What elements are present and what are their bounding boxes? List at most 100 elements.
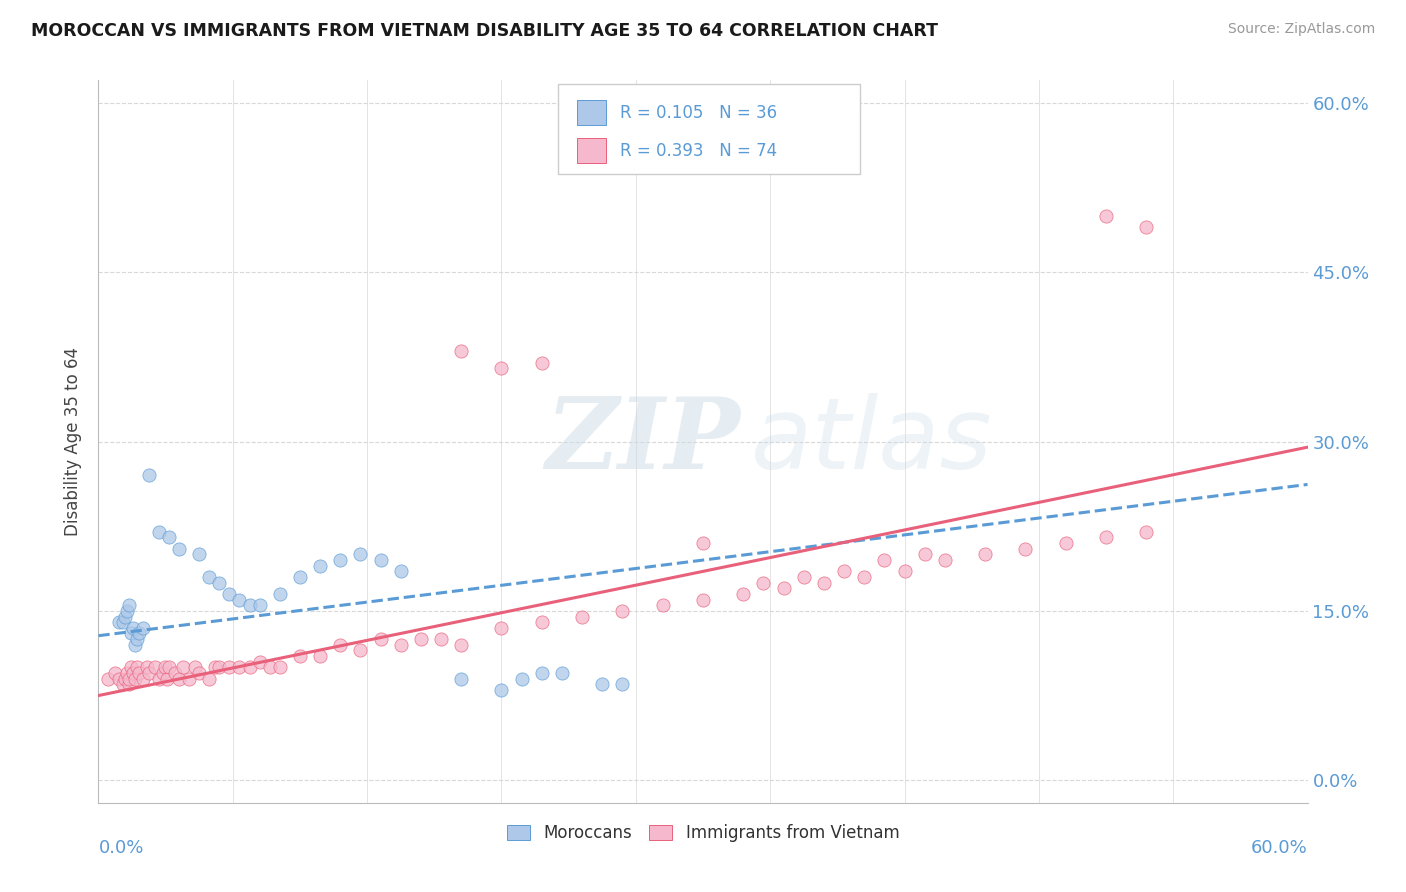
Point bbox=[132, 672, 155, 686]
Point bbox=[228, 592, 250, 607]
Point bbox=[752, 575, 775, 590]
Point bbox=[409, 632, 432, 646]
Point bbox=[893, 565, 915, 579]
Point bbox=[218, 587, 240, 601]
Point bbox=[115, 604, 138, 618]
Point bbox=[772, 582, 794, 596]
Point bbox=[163, 665, 186, 680]
Point bbox=[228, 660, 250, 674]
Point bbox=[329, 553, 352, 567]
Point bbox=[124, 638, 146, 652]
FancyBboxPatch shape bbox=[578, 138, 606, 163]
Point bbox=[733, 587, 755, 601]
Point bbox=[172, 660, 194, 674]
Point bbox=[259, 660, 281, 674]
Point bbox=[612, 604, 634, 618]
Point bbox=[118, 599, 141, 613]
Point bbox=[1095, 209, 1118, 223]
Point bbox=[114, 672, 136, 686]
Point bbox=[143, 660, 166, 674]
Point bbox=[813, 575, 835, 590]
Point bbox=[1095, 531, 1118, 545]
Text: Source: ZipAtlas.com: Source: ZipAtlas.com bbox=[1227, 22, 1375, 37]
Point bbox=[239, 599, 262, 613]
Point bbox=[157, 660, 180, 674]
Point bbox=[349, 548, 371, 562]
Point bbox=[167, 672, 190, 686]
Point bbox=[934, 553, 956, 567]
Point bbox=[111, 615, 134, 630]
Point bbox=[111, 677, 134, 691]
Point bbox=[115, 665, 138, 680]
Point bbox=[450, 638, 472, 652]
Point bbox=[198, 672, 221, 686]
Point bbox=[914, 548, 936, 562]
Point bbox=[103, 665, 125, 680]
Point bbox=[148, 524, 170, 539]
Point bbox=[288, 570, 311, 584]
Point bbox=[138, 468, 160, 483]
Text: 60.0%: 60.0% bbox=[1251, 838, 1308, 857]
Point bbox=[288, 648, 311, 663]
Point bbox=[188, 548, 211, 562]
Point bbox=[974, 548, 997, 562]
Point bbox=[118, 677, 141, 691]
Point bbox=[370, 632, 392, 646]
Point bbox=[125, 632, 148, 646]
Point bbox=[329, 638, 352, 652]
Point bbox=[450, 344, 472, 359]
Point bbox=[651, 599, 673, 613]
Point bbox=[153, 660, 176, 674]
Point bbox=[218, 660, 240, 674]
Point bbox=[188, 665, 211, 680]
Point bbox=[120, 626, 142, 640]
Point bbox=[121, 621, 143, 635]
Point bbox=[1054, 536, 1077, 550]
Text: atlas: atlas bbox=[751, 393, 993, 490]
Point bbox=[1014, 541, 1036, 556]
Point bbox=[530, 355, 553, 369]
Point bbox=[114, 609, 136, 624]
Point bbox=[208, 660, 231, 674]
Point bbox=[530, 665, 553, 680]
Point bbox=[612, 677, 634, 691]
Point bbox=[157, 531, 180, 545]
Point bbox=[349, 643, 371, 657]
Point bbox=[491, 682, 513, 697]
Y-axis label: Disability Age 35 to 64: Disability Age 35 to 64 bbox=[65, 347, 83, 536]
Point bbox=[120, 660, 142, 674]
Point bbox=[692, 536, 714, 550]
Point bbox=[389, 638, 412, 652]
Point bbox=[571, 609, 593, 624]
Point bbox=[1135, 220, 1157, 235]
Text: ZIP: ZIP bbox=[546, 393, 741, 490]
Point bbox=[132, 621, 155, 635]
Point bbox=[873, 553, 896, 567]
Point bbox=[309, 648, 332, 663]
Point bbox=[208, 575, 231, 590]
Point bbox=[530, 615, 553, 630]
Point bbox=[832, 565, 855, 579]
Text: 0.0%: 0.0% bbox=[98, 838, 143, 857]
Point bbox=[491, 621, 513, 635]
Point bbox=[239, 660, 262, 674]
Point bbox=[591, 677, 613, 691]
Point bbox=[148, 672, 170, 686]
Point bbox=[249, 655, 271, 669]
Point bbox=[269, 660, 291, 674]
Point bbox=[179, 672, 201, 686]
Legend: Moroccans, Immigrants from Vietnam: Moroccans, Immigrants from Vietnam bbox=[501, 817, 905, 848]
Point bbox=[138, 665, 160, 680]
Point bbox=[97, 672, 120, 686]
Point bbox=[269, 587, 291, 601]
Point bbox=[793, 570, 815, 584]
Point bbox=[124, 672, 146, 686]
Point bbox=[309, 558, 332, 573]
FancyBboxPatch shape bbox=[578, 100, 606, 125]
FancyBboxPatch shape bbox=[558, 84, 860, 174]
Point bbox=[118, 672, 141, 686]
Text: R = 0.393   N = 74: R = 0.393 N = 74 bbox=[620, 142, 776, 160]
Point bbox=[204, 660, 226, 674]
Point bbox=[430, 632, 453, 646]
Point bbox=[184, 660, 207, 674]
